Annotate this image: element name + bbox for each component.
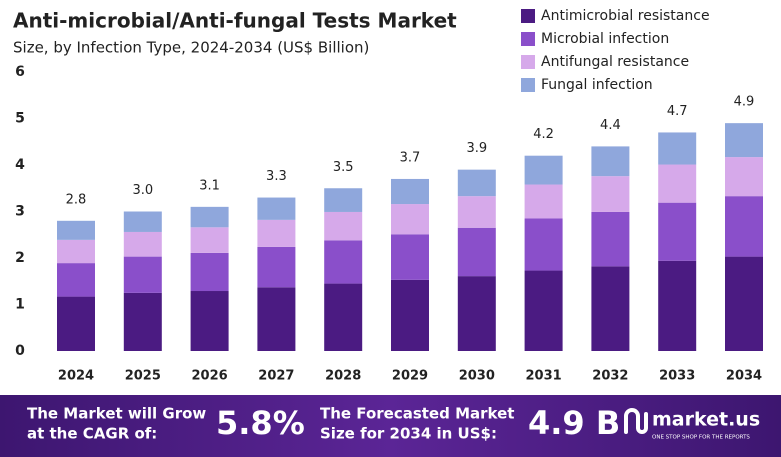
bar-segment [190,227,229,253]
bar-segment [658,202,697,261]
bar-segment [457,227,496,277]
bar-segment [457,276,496,351]
bar-segment [324,283,363,351]
bar-segment [591,146,630,177]
bar-segment [57,239,95,264]
footer-text: The Forecasted Market [320,405,514,423]
x-tick-label: 2031 [526,369,562,384]
x-tick-label: 2032 [592,369,628,384]
y-tick-label: 5 [15,111,25,127]
total-label: 4.4 [600,118,621,133]
bar-segment [57,296,95,351]
cagr-value: 5.8% [216,404,305,442]
x-tick-label: 2027 [258,369,294,384]
bar-segment [725,196,763,257]
bar-segment [725,256,763,351]
bar-segment [123,292,162,351]
bar-segment [123,256,162,293]
bar-segment [658,132,697,165]
bar-segment [591,176,630,212]
bar-segment [190,291,229,351]
bar-segment [123,211,162,232]
y-tick-label: 0 [15,343,25,359]
bar-segment [257,197,296,220]
legend-label: Antimicrobial resistance [541,8,710,24]
bar-segment [391,279,429,351]
total-label: 4.2 [533,127,554,142]
footer-banner [0,395,781,457]
total-label: 3.3 [266,169,287,184]
bar-segment [591,266,630,351]
y-tick-label: 1 [15,297,25,313]
forecast-value: 4.9 B [528,404,620,442]
chart-subtitle: Size, by Infection Type, 2024-2034 (US$ … [13,39,369,57]
chart-title: Anti-microbial/Anti-fungal Tests Market [13,9,457,33]
x-tick-label: 2034 [726,369,762,384]
total-label: 3.9 [466,141,487,156]
x-tick-label: 2029 [392,369,428,384]
legend-label: Microbial infection [541,31,669,47]
logo-icon [624,408,648,434]
legend-swatch [521,55,535,69]
total-label: 3.5 [333,160,354,175]
total-label: 4.9 [734,95,755,110]
x-tick-label: 2025 [125,369,161,384]
brand: market.us [652,409,760,431]
tagline: ONE STOP SHOP FOR THE REPORTS [652,435,750,441]
y-tick-label: 2 [15,250,25,266]
bar-segment [324,211,363,241]
bar-segment [190,252,229,292]
total-label: 3.1 [199,178,220,193]
x-tick-label: 2024 [58,369,94,384]
bar-segment [57,220,95,240]
x-tick-label: 2028 [325,369,361,384]
footer-text: The Market will Grow [27,405,206,423]
bar-segment [591,211,630,267]
bar-segment [524,155,563,185]
bar-segment [123,231,162,257]
bar-segment [391,204,429,235]
total-label: 3.0 [132,183,153,198]
total-label: 3.7 [400,150,421,165]
y-tick-label: 4 [15,157,25,173]
bar-segment [324,240,363,284]
bar-segment [391,234,429,280]
bar-segment [725,157,763,197]
bar-segment [658,260,697,351]
bar-segment [524,270,563,351]
bar-segment [257,219,296,247]
bar-segment [658,164,697,203]
y-tick-label: 3 [15,204,25,220]
total-label: 2.8 [66,192,87,207]
legend-label: Antifungal resistance [541,54,689,70]
footer-text: at the CAGR of: [27,425,157,443]
bar-segment [57,263,95,297]
footer-text: Size for 2034 in US$: [320,425,497,443]
legend-label: Fungal infection [541,77,653,93]
bar-segment [457,169,496,197]
bar-segment [391,178,429,205]
bar-segment [257,287,296,351]
bar-segment [324,188,363,212]
bar-segment [524,218,563,271]
x-tick-label: 2033 [659,369,695,384]
bar-segment [725,123,763,158]
bar-segment [457,196,496,228]
legend-swatch [521,9,535,23]
y-tick-label: 6 [15,64,25,80]
x-tick-label: 2030 [459,369,495,384]
bar-segment [190,206,229,228]
bar-segment [257,246,296,288]
legend-swatch [521,78,535,92]
total-label: 4.7 [667,104,688,119]
bar-segment [524,184,563,219]
legend-swatch [521,32,535,46]
x-tick-label: 2026 [192,369,228,384]
